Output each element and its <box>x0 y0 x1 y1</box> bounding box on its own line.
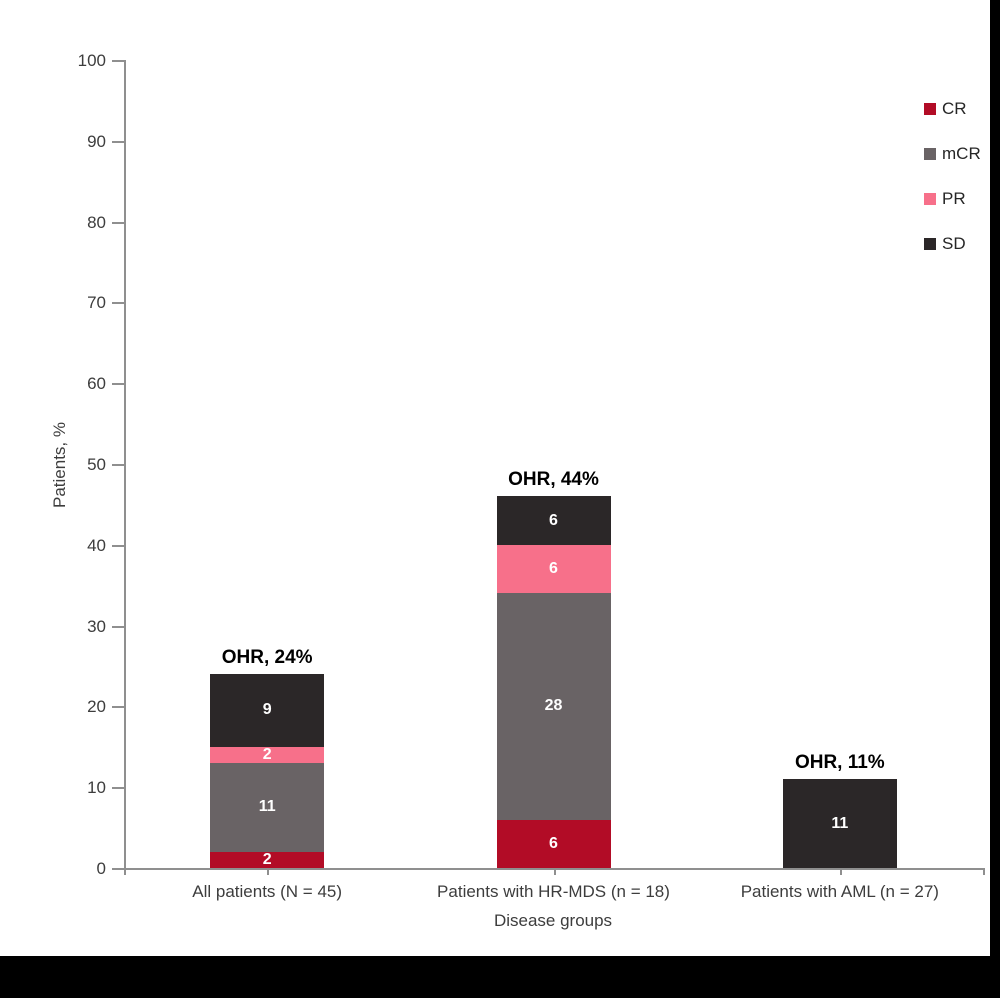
y-tick-mark <box>112 60 124 62</box>
segment-value-label: 2 <box>262 850 272 868</box>
ohr-annotation: OHR, 11% <box>794 752 885 774</box>
y-tick-label: 70 <box>87 293 106 313</box>
x-category-label: Patients with AML (n = 27) <box>740 882 939 901</box>
y-tick-mark <box>112 787 124 790</box>
y-tick-mark <box>112 383 124 386</box>
x-category-label: Patients with HR-MDS (n = 18) <box>437 882 670 901</box>
legend: CR mCR PR SD <box>924 86 981 266</box>
legend-label: CR <box>942 99 967 118</box>
bar-segment-SD: 11 <box>782 779 897 868</box>
y-tick-label: 0 <box>96 859 106 878</box>
legend-item-CR: CR <box>924 86 981 131</box>
y-tick-mark <box>112 464 124 466</box>
y-tick-label: 60 <box>87 374 106 394</box>
legend-item-SD: SD <box>924 221 981 266</box>
y-tick-label: 30 <box>87 616 106 636</box>
legend-label: SD <box>942 234 966 253</box>
segment-value-label: 28 <box>544 697 563 715</box>
bar-segment-SD: 6 <box>496 496 611 545</box>
letterbox-right <box>990 0 1000 998</box>
x-axis-title: Disease groups <box>493 911 613 930</box>
x-tick-mark <box>553 868 556 875</box>
segment-value-label: 6 <box>549 560 558 578</box>
bar-segment-CR: 6 <box>496 819 611 868</box>
legend-item-mCR: mCR <box>924 131 981 176</box>
x-axis-end-tick <box>124 868 126 875</box>
y-tick-mark <box>112 140 124 143</box>
bar-segment-PR: 6 <box>496 544 611 594</box>
x-category-label: All patients (N = 45) <box>192 882 343 901</box>
y-tick-mark <box>112 221 124 224</box>
y-tick-label: 80 <box>87 212 106 232</box>
bar-segment-mCR: 11 <box>210 762 325 852</box>
y-tick-mark <box>112 302 124 305</box>
ohr-annotation: OHR, 44% <box>508 469 599 491</box>
legend-swatch-icon <box>924 102 936 115</box>
bar-segment-mCR: 28 <box>496 593 611 820</box>
segment-value-label: 11 <box>258 798 276 816</box>
legend-swatch-icon <box>924 237 936 250</box>
y-tick-label: 40 <box>87 535 106 555</box>
x-tick-mark <box>839 868 842 875</box>
segment-value-label: 11 <box>831 814 849 832</box>
y-tick-mark <box>112 706 124 709</box>
y-tick-mark <box>112 868 124 870</box>
segment-value-label: 6 <box>549 834 558 852</box>
letterbox-bottom <box>0 956 1000 998</box>
bar-segment-CR: 2 <box>210 850 325 868</box>
y-tick-label: 20 <box>87 697 106 717</box>
legend-swatch-icon <box>924 147 936 160</box>
legend-item-PR: PR <box>924 176 981 221</box>
y-tick-mark <box>112 625 124 628</box>
x-axis-end-tick <box>983 868 985 875</box>
bar-segment-SD: 9 <box>210 674 325 747</box>
x-tick-mark <box>267 868 270 875</box>
bar-segment-PR: 2 <box>210 745 325 763</box>
y-tick-label: 100 <box>77 51 106 70</box>
y-tick-label: 50 <box>87 455 106 474</box>
legend-label: PR <box>942 189 966 208</box>
legend-label: mCR <box>942 144 981 163</box>
stacked-bar-chart: Patients, % Disease groups 0 10 20 30 40 50 60… <box>50 51 985 930</box>
y-tick-label: 10 <box>87 778 106 798</box>
legend-swatch-icon <box>924 192 936 205</box>
segment-value-label: 9 <box>262 701 272 719</box>
ohr-annotation: OHR, 24% <box>221 647 313 669</box>
y-tick-mark <box>112 544 124 547</box>
y-tick-label: 90 <box>87 131 106 151</box>
segment-value-label: 2 <box>262 745 272 763</box>
y-axis-line <box>124 60 126 868</box>
segment-value-label: 6 <box>549 511 558 529</box>
